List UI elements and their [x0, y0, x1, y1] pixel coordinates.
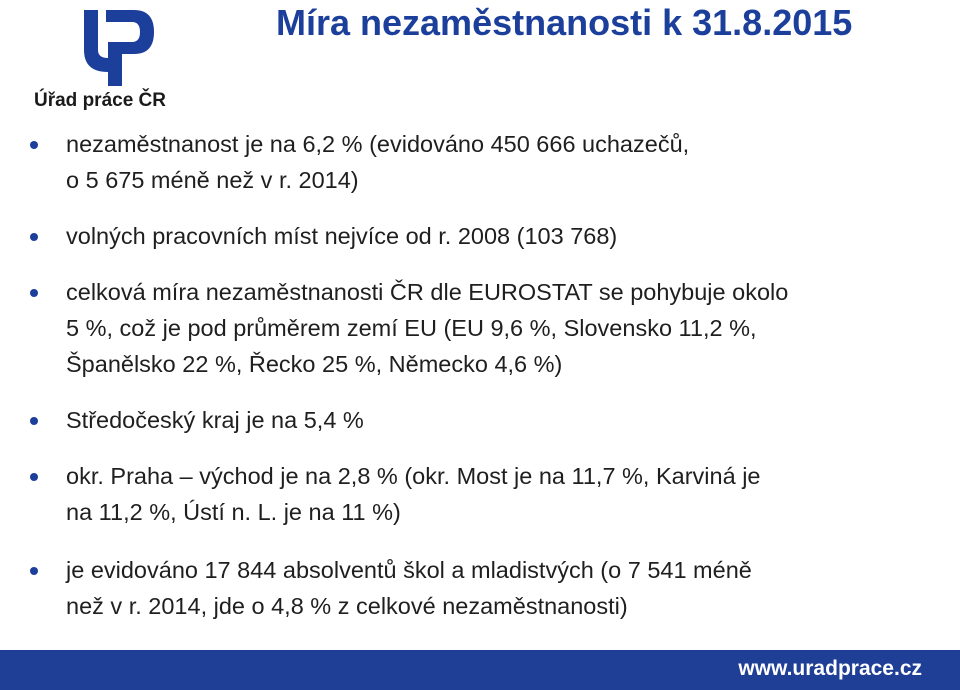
bullet-text: celková míra nezaměstnanosti ČR dle EURO…: [66, 279, 789, 377]
bullet-dot-icon: [30, 141, 38, 149]
bullet-text: je evidováno 17 844 absolventů škol a ml…: [66, 557, 752, 619]
bullet-text: Středočeský kraj je na 5,4 %: [66, 407, 364, 433]
up-logo-icon: [84, 10, 154, 86]
bullet-text: volných pracovních míst nejvíce od r. 20…: [66, 223, 618, 249]
footer-bar: www.uradprace.cz: [0, 650, 960, 690]
logo-text: Úřad práce ČR: [34, 90, 166, 111]
page-title: Míra nezaměstnanosti k 31.8.2015: [276, 2, 853, 43]
bullet-text: okr. Praha – východ je na 2,8 % (okr. Mo…: [66, 463, 761, 525]
logo: Úřad práce ČR: [32, 4, 202, 112]
bullet-dot-icon: [30, 233, 38, 241]
bullet-dot-icon: [30, 289, 38, 297]
footer-url-link[interactable]: www.uradprace.cz: [738, 657, 922, 680]
bullet-text: nezaměstnanost je na 6,2 % (evidováno 45…: [66, 131, 690, 193]
bullet-dot-icon: [30, 417, 38, 425]
bullet-dot-icon: [30, 473, 38, 481]
bullet-dot-icon: [30, 567, 38, 575]
